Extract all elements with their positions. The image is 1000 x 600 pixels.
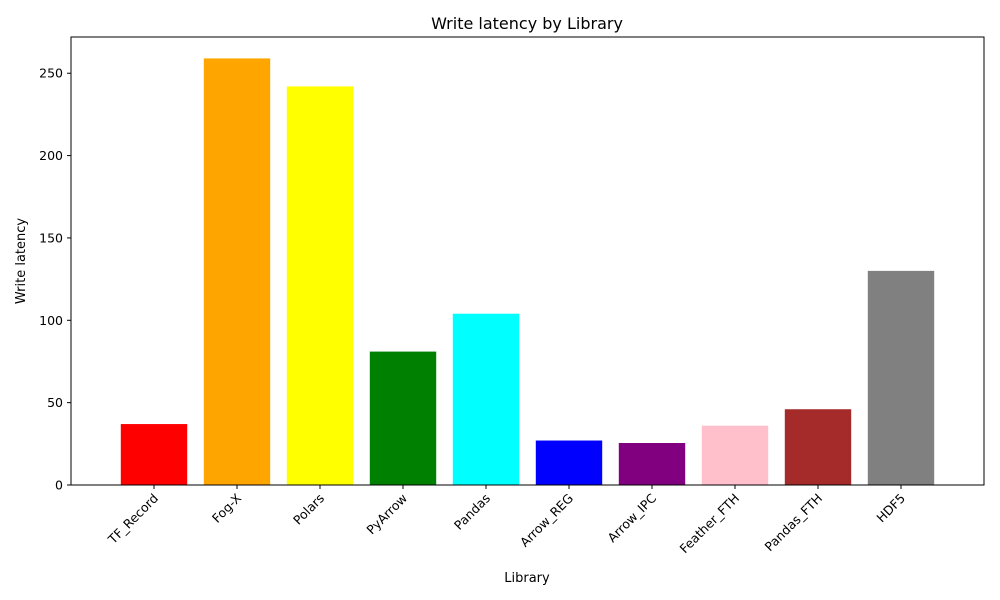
y-axis-label: Write latency bbox=[14, 218, 29, 305]
bar-fog-x bbox=[203, 58, 271, 485]
x-tick-label: Pandas_FTH bbox=[762, 491, 826, 555]
x-tick-label: PyArrow bbox=[363, 491, 410, 538]
bar-arrow-ipc bbox=[618, 443, 686, 485]
bar-arrow-reg bbox=[535, 440, 603, 485]
y-tick-label: 100 bbox=[39, 313, 63, 328]
y-tick-label: 150 bbox=[39, 230, 63, 245]
bar-tf-record bbox=[120, 424, 188, 485]
x-tick-label: Polars bbox=[290, 491, 327, 528]
bar-polars bbox=[286, 86, 354, 485]
y-tick-label: 50 bbox=[47, 395, 63, 410]
y-tick-label: 200 bbox=[39, 148, 63, 163]
x-tick-label: Arrow_IPC bbox=[604, 490, 659, 545]
y-tick-label: 250 bbox=[39, 66, 63, 81]
bar-pandas-fth bbox=[784, 409, 852, 485]
x-tick-label: Fog-X bbox=[209, 490, 245, 526]
bars-group bbox=[120, 58, 935, 485]
chart-title: Write latency by Library bbox=[431, 14, 623, 33]
bar-pandas bbox=[452, 313, 520, 485]
bar-pyarrow bbox=[369, 351, 437, 485]
x-tick-label: Pandas bbox=[451, 491, 493, 533]
bar-feather-fth bbox=[701, 425, 769, 485]
x-tick-label: Arrow_REG bbox=[517, 491, 576, 550]
bar-hdf5 bbox=[867, 270, 935, 485]
x-tick-label: HDF5 bbox=[873, 491, 908, 526]
x-axis-label: Library bbox=[504, 571, 550, 586]
x-tick-label: TF_Record bbox=[104, 491, 161, 548]
y-axis: 0 50 100 150 200 250 bbox=[39, 66, 71, 493]
x-tick-label: Feather_FTH bbox=[677, 491, 743, 557]
x-axis: TF_Record Fog-X Polars PyArrow Pandas Arrow_R… bbox=[104, 485, 908, 556]
plot-frame bbox=[70, 36, 985, 486]
y-tick-label: 0 bbox=[55, 478, 63, 493]
